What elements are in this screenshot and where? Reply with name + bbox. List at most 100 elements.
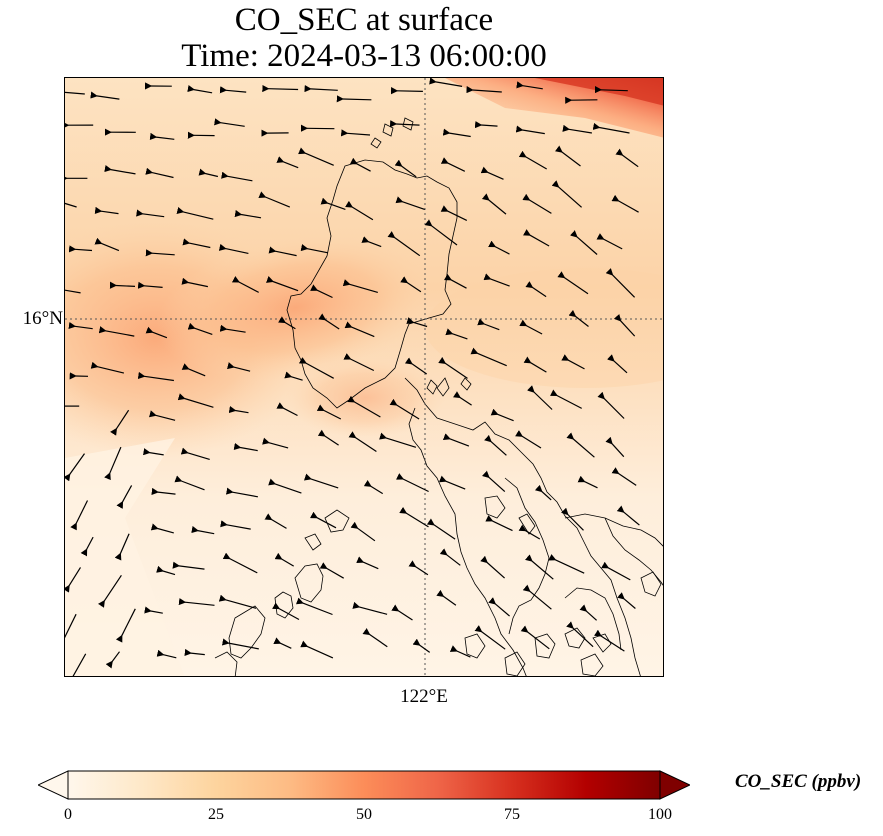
wind-vector-arrow	[219, 324, 246, 333]
wind-vector-arrow	[284, 371, 303, 381]
graticule	[65, 78, 663, 676]
map-panel	[64, 77, 664, 677]
wind-vector-arrow	[470, 347, 507, 367]
wind-vector-arrow	[348, 431, 377, 452]
wind-vector-arrow	[114, 533, 130, 561]
wind-vector-arrow	[177, 393, 214, 408]
wind-vector-arrow	[477, 318, 500, 331]
colorbar-tick-0: 0	[64, 806, 72, 823]
wind-vector-arrow	[198, 168, 219, 178]
wind-vector-arrow	[317, 429, 339, 446]
wind-vector-arrow	[611, 194, 639, 213]
wind-vectors	[65, 78, 640, 676]
wind-vector-arrow	[466, 85, 502, 94]
wind-vector-arrow	[342, 279, 378, 293]
wind-vector-arrow	[515, 430, 542, 449]
wind-vector-arrow	[561, 354, 585, 370]
wind-vector-arrow	[617, 592, 636, 609]
wind-vector-arrow	[488, 597, 510, 617]
wind-vector-arrow	[94, 206, 119, 215]
concentration-field	[65, 78, 663, 676]
wind-vector-arrow	[98, 326, 135, 337]
wind-vector-arrow	[562, 124, 592, 134]
wind-vector-arrow	[394, 159, 417, 178]
wind-vector-arrow	[137, 371, 174, 382]
wind-vector-arrow	[187, 85, 213, 94]
wind-vector-arrow	[483, 273, 510, 287]
wind-vector-arrow	[518, 150, 548, 170]
wind-vector-arrow	[390, 87, 423, 95]
wind-vector-arrow	[234, 209, 262, 219]
map-title: CO_SEC at surface Time: 2024-03-13 06:00…	[64, 2, 664, 74]
wind-vector-arrow	[225, 487, 259, 498]
wind-vector-arrow	[391, 604, 413, 621]
wind-vector-arrow	[145, 249, 175, 257]
wind-vector-arrow	[361, 236, 382, 248]
wind-vector-arrow	[262, 437, 289, 449]
wind-vector-arrow	[551, 180, 582, 208]
wind-vector-arrow	[347, 395, 381, 418]
wind-vector-arrow	[268, 478, 302, 494]
wind-vector-arrow	[156, 565, 176, 576]
wind-vector-arrow	[90, 91, 120, 100]
wind-vector-arrow	[594, 86, 628, 94]
colorbar-max-extend	[659, 770, 690, 800]
wind-vector-arrow	[264, 513, 287, 529]
wind-vector-arrow	[395, 196, 425, 210]
wind-vector-arrow	[116, 485, 133, 509]
wind-vector-arrow	[156, 649, 177, 659]
wind-vector-arrow	[549, 389, 582, 409]
coastline	[214, 117, 663, 676]
wind-vector-arrow	[104, 446, 122, 481]
wind-vector-arrow	[613, 313, 636, 337]
wind-vector-arrow	[278, 316, 296, 330]
wind-vector-arrow	[258, 191, 291, 208]
wind-vector-arrow	[482, 470, 506, 493]
wind-vector-arrow	[389, 120, 420, 128]
wind-vector-arrow	[387, 231, 421, 257]
wind-vector-arrow	[429, 78, 463, 87]
wind-vector-arrow	[144, 606, 163, 614]
wind-vector-arrow	[181, 277, 209, 288]
wind-vector-arrow	[174, 475, 205, 491]
wind-vector-arrow	[218, 594, 257, 609]
wind-vector-arrow	[343, 353, 375, 372]
longitude-tick-label: 122°E	[400, 686, 448, 707]
wind-vector-arrow	[605, 268, 636, 298]
wind-vector-arrow	[97, 574, 122, 608]
wind-vector-arrow	[579, 604, 597, 621]
wind-vector-arrow	[221, 638, 259, 650]
wind-vector-arrow	[480, 166, 504, 180]
wind-vector-arrow	[218, 243, 249, 254]
wind-vector-arrow	[191, 525, 215, 535]
wind-vector-arrow	[136, 209, 165, 218]
wind-vector-arrow	[151, 487, 176, 496]
wind-vector-arrow	[527, 385, 553, 410]
wind-vector-arrow	[438, 356, 468, 379]
wind-vector-arrow	[105, 651, 120, 669]
wind-vector-arrow	[262, 84, 299, 93]
wind-vector-arrow	[406, 317, 428, 328]
wind-vector-arrow	[436, 589, 457, 606]
wind-vector-arrow	[561, 507, 584, 531]
wind-vector-arrow	[145, 167, 174, 179]
wind-vector-arrow	[424, 219, 458, 246]
wind-vector-arrow	[219, 86, 247, 94]
colorbar-min-extend	[38, 770, 69, 800]
latitude-tick-label: 16°N	[22, 308, 63, 329]
colorbar-gradient	[67, 770, 661, 800]
wind-vector-arrow	[453, 391, 472, 406]
wind-vector-arrow	[65, 202, 77, 208]
wind-vector-arrow	[449, 645, 471, 658]
wind-vector-arrow	[90, 361, 125, 374]
wind-vector-arrow	[178, 597, 215, 606]
wind-vector-arrow	[231, 276, 259, 293]
wind-vector-arrow	[70, 500, 89, 531]
wind-vector-arrow	[227, 362, 251, 372]
wind-vector-arrow	[65, 613, 77, 639]
wind-vector-arrow	[320, 197, 346, 210]
wind-vector-arrow	[149, 132, 175, 140]
wind-vector-arrow	[440, 157, 466, 172]
wind-vector-arrow	[440, 205, 468, 221]
wind-vector-arrow	[607, 354, 628, 374]
